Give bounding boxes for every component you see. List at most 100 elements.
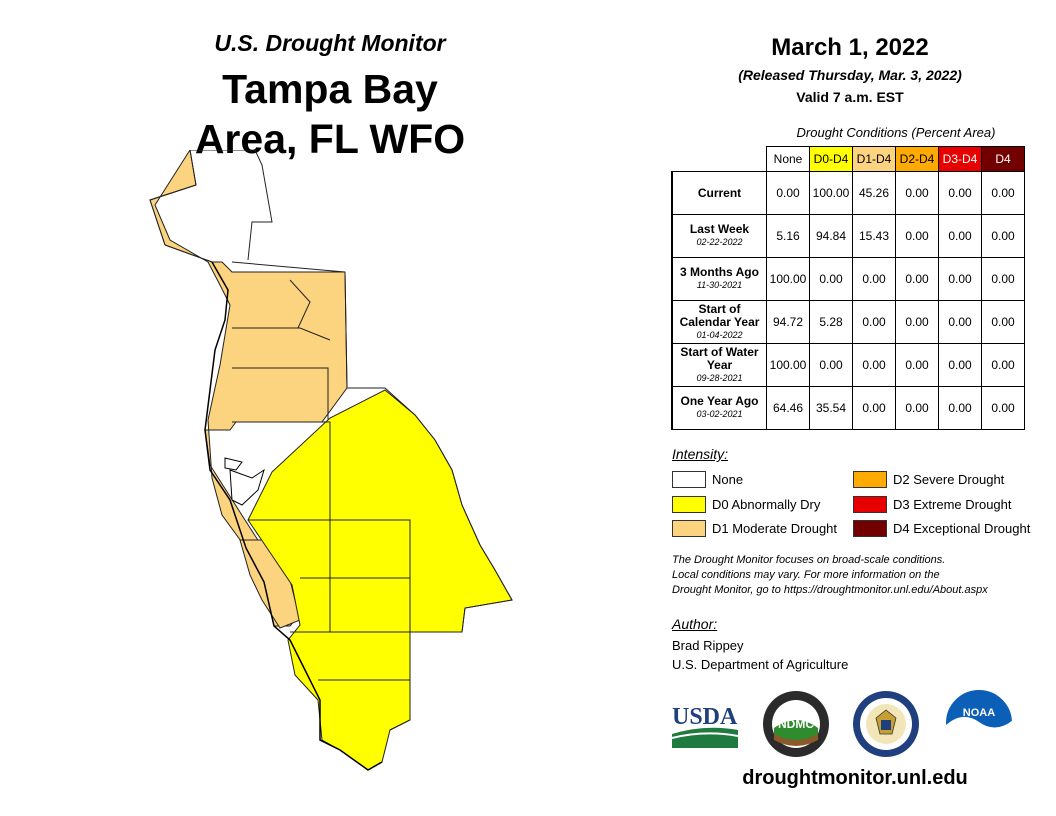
row-label: Last Week 02-22-2022: [671, 214, 767, 258]
table-cell: 0.00: [981, 300, 1025, 344]
table-header-row: None D0-D4 D1-D4 D2-D4 D3-D4 D4: [672, 146, 1025, 172]
legend-swatch: [672, 471, 706, 488]
noaa-logo: NOAA: [944, 688, 1014, 758]
legend-item-d3: D3 Extreme Drought: [853, 496, 1012, 513]
row-label-text: Start of Water Year: [680, 344, 759, 372]
row-label: One Year Ago 03-02-2021: [671, 386, 767, 430]
row-label-text: Current: [697, 185, 742, 200]
region-title-line1: Tampa Bay: [222, 66, 438, 112]
region-title-line2: Area, FL WFO: [194, 116, 466, 162]
ndmc-logo: NDMC: [763, 691, 829, 757]
note-line: Drought Monitor, go to https://droughtmo…: [672, 584, 988, 596]
tampa-bay-water: [224, 457, 265, 506]
table-cell: 0.00: [938, 257, 982, 301]
note-line: Local conditions may vary. For more info…: [672, 569, 940, 581]
noaa-logo-text: NOAA: [963, 707, 995, 719]
note-line: The Drought Monitor focuses on broad-sca…: [672, 554, 946, 566]
table-cell: 94.72: [766, 300, 810, 344]
legend-item-d1: D1 Moderate Drought: [672, 520, 837, 537]
legend-label: D3 Extreme Drought: [893, 497, 1012, 512]
row-label-text: Last Week: [689, 222, 750, 236]
author-title: Author:: [672, 616, 718, 632]
legend-item-none: None: [672, 471, 743, 488]
table-cell: 0.00: [895, 171, 939, 215]
table-row: Current 0.00 100.00 45.26 0.00 0.00 0.00: [671, 171, 1025, 215]
table-cell: 0.00: [895, 343, 939, 387]
table-cell: 0.00: [981, 214, 1025, 258]
table-cell: 0.00: [981, 257, 1025, 301]
row-label: Current: [671, 171, 767, 215]
legend-item-d0: D0 Abnormally Dry: [672, 496, 820, 513]
table-cell: 0.00: [938, 386, 982, 430]
row-label: 3 Months Ago 11-30-2021: [671, 257, 767, 301]
legend-label: None: [712, 472, 744, 487]
legend-label: D4 Exceptional Drought: [893, 521, 1031, 536]
legend-swatch: [853, 471, 887, 488]
table-cell: 0.00: [809, 343, 853, 387]
row-date: 03-02-2021: [696, 409, 743, 419]
row-label-text: Start of Calendar Year: [679, 301, 760, 329]
table-corner: [672, 146, 767, 172]
row-label-text: One Year Ago: [680, 394, 759, 408]
coastline: [204, 261, 383, 771]
table-row: One Year Ago 03-02-2021 64.46 35.54 0.00 …: [671, 386, 1025, 430]
table-cell: 45.26: [852, 171, 896, 215]
table-cell: 0.00: [852, 300, 896, 344]
table-row: Start of Calendar Year 01-04-2022 94.72 5…: [671, 300, 1025, 344]
county-lines: [149, 150, 513, 731]
table-cell: 0.00: [852, 386, 896, 430]
conditions-table-title: Drought Conditions (Percent Area): [796, 125, 996, 140]
column-header: D3-D4: [938, 146, 982, 172]
table-cell: 0.00: [981, 386, 1025, 430]
map-date: March 1, 2022: [771, 34, 929, 61]
row-label-text: 3 Months Ago: [680, 265, 759, 279]
ndmc-logo-text: NDMC: [778, 717, 814, 731]
table-cell: 0.00: [981, 171, 1025, 215]
author-name: Brad Rippey: [672, 638, 744, 653]
intensity-title: Intensity:: [672, 446, 729, 462]
table-cell: 100.00: [809, 171, 853, 215]
website-url: droughtmonitor.unl.edu: [742, 767, 968, 789]
column-header: D1-D4: [852, 146, 896, 172]
table-cell: 0.00: [938, 171, 982, 215]
column-header: None: [766, 146, 810, 172]
legend-label: D1 Moderate Drought: [712, 521, 838, 536]
legend-swatch: [853, 496, 887, 513]
usda-logo: USDA: [671, 704, 739, 748]
row-label: Start of Water Year 09-28-2021: [671, 343, 767, 387]
table-cell: 94.84: [809, 214, 853, 258]
column-header: D0-D4: [809, 146, 853, 172]
author-org: U.S. Department of Agriculture: [672, 657, 849, 672]
valid-time: Valid 7 a.m. EST: [796, 89, 904, 105]
release-date: (Released Thursday, Mar. 3, 2022): [738, 67, 962, 83]
table-cell: 0.00: [895, 214, 939, 258]
table-row: 3 Months Ago 11-30-2021 100.00 0.00 0.00 …: [671, 257, 1025, 301]
table-cell: 0.00: [852, 257, 896, 301]
table-cell: 0.00: [938, 214, 982, 258]
drought-map: [149, 150, 513, 771]
disclaimer-note: The Drought Monitor focuses on broad-sca…: [672, 553, 1042, 598]
table-cell: 0.00: [938, 300, 982, 344]
legend-item-d2: D2 Severe Drought: [853, 471, 1004, 488]
table-cell: 0.00: [809, 257, 853, 301]
table-cell: 15.43: [852, 214, 896, 258]
drought-conditions-table: None D0-D4 D1-D4 D2-D4 D3-D4 D4 Current …: [671, 146, 1025, 430]
table-row: Start of Water Year 09-28-2021 100.00 0.0…: [671, 343, 1025, 387]
legend-item-d4: D4 Exceptional Drought: [853, 520, 1030, 537]
table-cell: 100.00: [766, 257, 810, 301]
table-row: Last Week 02-22-2022 5.16 94.84 15.43 0.0…: [671, 214, 1025, 258]
monitor-title: U.S. Drought Monitor: [214, 30, 446, 56]
table-cell: 0.00: [766, 171, 810, 215]
table-cell: 0.00: [895, 300, 939, 344]
legend-swatch: [853, 520, 887, 537]
table-cell: 5.28: [809, 300, 853, 344]
commerce-seal-logo: [853, 691, 919, 757]
table-cell: 100.00: [766, 343, 810, 387]
table-cell: 5.16: [766, 214, 810, 258]
row-date: 11-30-2021: [696, 280, 743, 290]
legend-swatch: [672, 520, 706, 537]
legend-swatch: [672, 496, 706, 513]
column-header: D4: [981, 146, 1025, 172]
table-cell: 64.46: [766, 386, 810, 430]
legend-label: D0 Abnormally Dry: [712, 497, 821, 512]
